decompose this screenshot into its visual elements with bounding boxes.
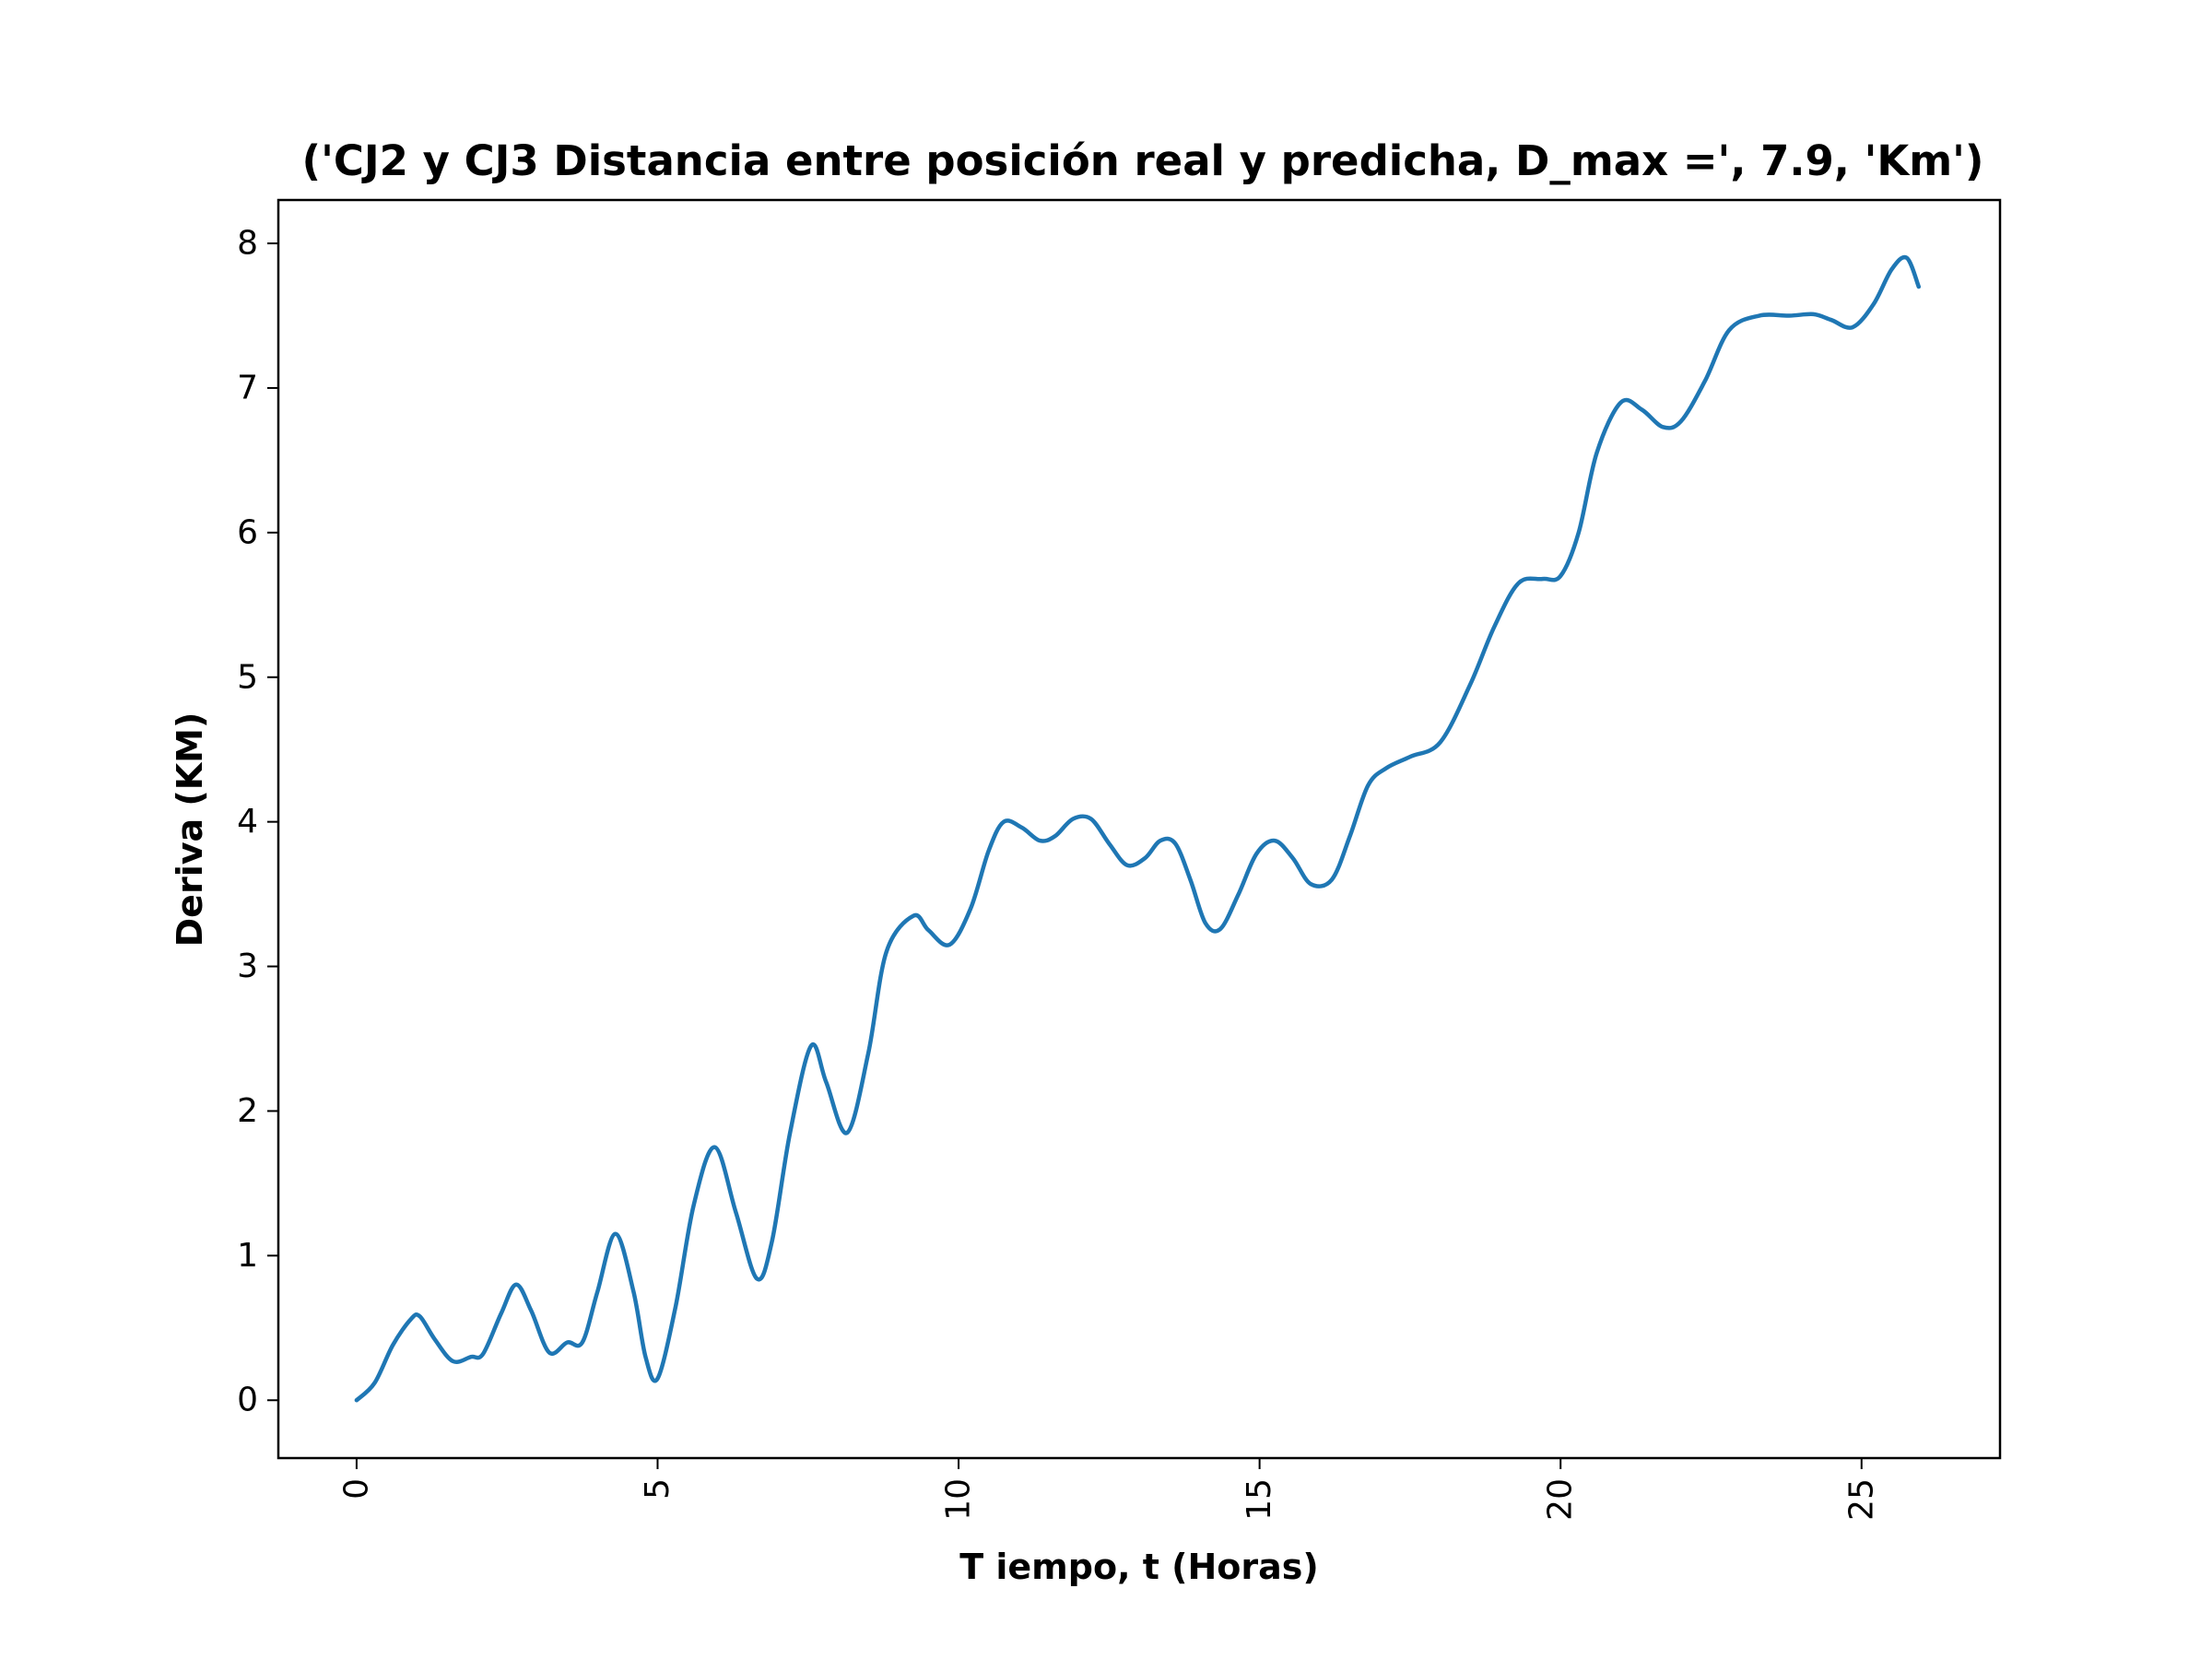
y-tick-label: 1 bbox=[237, 1237, 258, 1275]
x-tick-label: 10 bbox=[940, 1478, 978, 1521]
x-axis: 0 5 10 15 20 25 bbox=[337, 1458, 1880, 1521]
y-axis-label: Deriva (KM) bbox=[170, 712, 210, 947]
y-axis: 0 1 2 3 4 5 6 7 8 bbox=[237, 225, 278, 1419]
x-axis-label: T iempo, t (Horas) bbox=[959, 1547, 1319, 1587]
y-tick-label: 0 bbox=[237, 1382, 258, 1419]
x-tick-label: 15 bbox=[1241, 1478, 1278, 1521]
y-tick-label: 6 bbox=[237, 513, 258, 551]
y-tick-label: 5 bbox=[237, 658, 258, 696]
chart-title: ('CJ2 y CJ3 Distancia entre posición rea… bbox=[302, 136, 1984, 185]
y-tick-label: 8 bbox=[237, 225, 258, 263]
y-tick-label: 2 bbox=[237, 1092, 258, 1130]
x-tick-label: 25 bbox=[1842, 1478, 1880, 1521]
y-tick-label: 3 bbox=[237, 947, 258, 985]
y-tick-label: 7 bbox=[237, 369, 258, 406]
y-tick-label: 4 bbox=[237, 803, 258, 841]
x-tick-label: 5 bbox=[639, 1478, 677, 1500]
plot-frame bbox=[276, 198, 2002, 1460]
x-tick-label: 20 bbox=[1542, 1478, 1580, 1521]
series-line-0 bbox=[354, 254, 1922, 1403]
x-tick-label: 0 bbox=[337, 1478, 375, 1500]
